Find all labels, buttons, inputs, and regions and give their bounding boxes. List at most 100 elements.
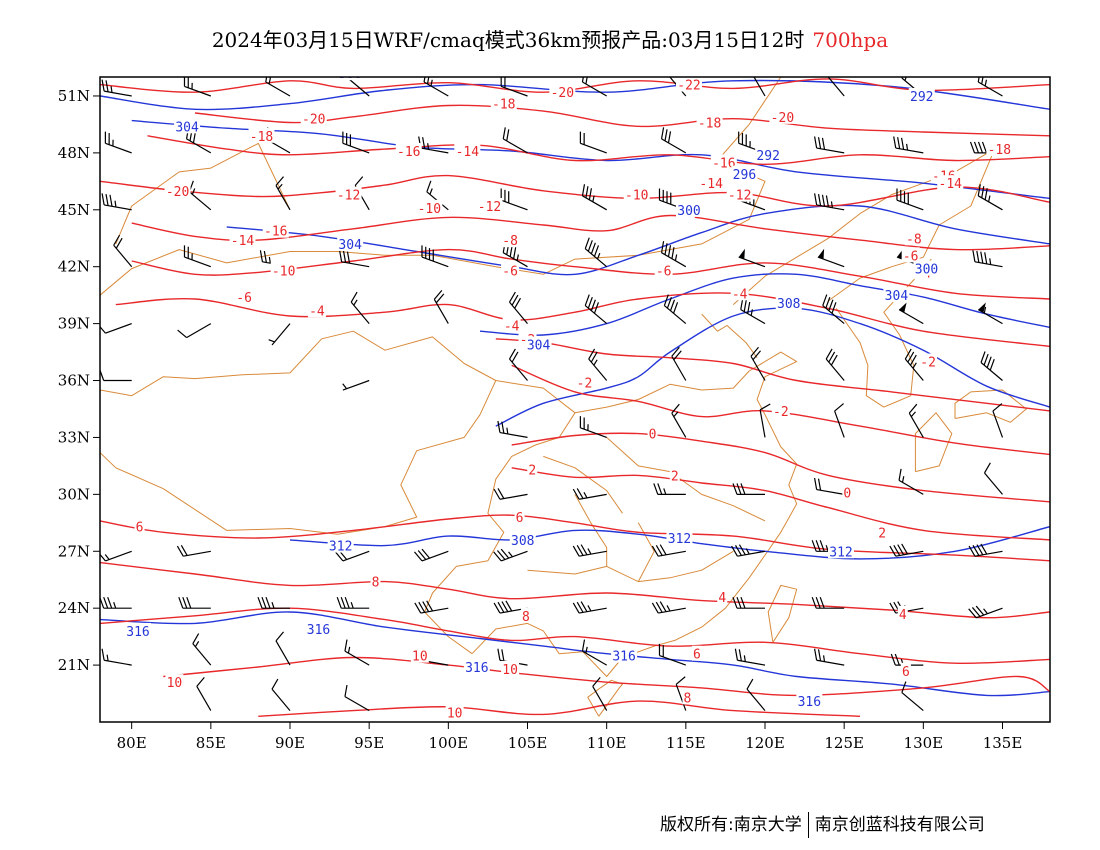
temperature-label: 10 bbox=[412, 650, 428, 665]
temperature-contour bbox=[147, 135, 1050, 166]
temperature-label-bg bbox=[520, 607, 531, 623]
temperature-label-group: -22 bbox=[676, 77, 702, 94]
wind-barb bbox=[731, 544, 766, 557]
temperature-label-bg bbox=[527, 461, 538, 477]
temperature-label: 8 bbox=[522, 610, 530, 625]
height-label-group: 316 bbox=[611, 647, 638, 665]
y-tick-label: 33N bbox=[58, 428, 90, 446]
temperature-label-group: 2 bbox=[527, 461, 538, 479]
wind-barb bbox=[581, 184, 608, 211]
temperature-label-group: -10 bbox=[623, 186, 650, 204]
boundary-line bbox=[115, 142, 291, 245]
boundary-line bbox=[100, 330, 497, 535]
wind-barb bbox=[418, 136, 449, 154]
wind-barb bbox=[822, 294, 845, 325]
temperature-label-bg bbox=[235, 289, 254, 305]
temperature-label-group: 10 bbox=[165, 674, 184, 691]
temperature-label-bg bbox=[370, 573, 381, 589]
height-label-bg bbox=[463, 658, 490, 674]
x-tick-label: 95E bbox=[354, 734, 384, 752]
wind-barb bbox=[579, 131, 607, 154]
temperature-contour bbox=[163, 656, 1050, 697]
temperature-contour bbox=[100, 174, 1050, 207]
temperature-label-bg bbox=[395, 142, 422, 158]
temperature-label: -12 bbox=[478, 200, 501, 215]
temperature-label-group: -16 bbox=[395, 142, 422, 160]
temperature-label-group: -2 bbox=[919, 353, 938, 371]
height-label-bg bbox=[337, 77, 364, 81]
temperature-label: 10 bbox=[502, 663, 518, 678]
wind-barb bbox=[740, 297, 766, 325]
height-label-group: 308 bbox=[509, 531, 536, 549]
height-label: 292 bbox=[910, 90, 933, 105]
temperature-label-bg bbox=[134, 518, 145, 534]
wind-barb bbox=[738, 248, 766, 268]
height-label: 316 bbox=[307, 623, 330, 638]
wind-barb bbox=[811, 596, 845, 609]
height-label: 300 bbox=[338, 67, 361, 82]
x-tick-label: 130E bbox=[904, 734, 944, 752]
temperature-label-bg bbox=[698, 175, 725, 191]
height-label-bg bbox=[509, 531, 536, 547]
temperature-label-bg bbox=[490, 95, 517, 111]
wind-barb bbox=[100, 550, 132, 562]
title-main: 2024年03月15日WRF/cmaq模式36km预报产品:03月15日12时 bbox=[211, 28, 805, 52]
temperature-label: 6 bbox=[693, 648, 701, 663]
temperature-label: 0 bbox=[843, 486, 851, 501]
height-label: 316 bbox=[798, 695, 821, 710]
temperature-label-bg bbox=[726, 186, 753, 202]
copyright-left: 版权所有:南京大学 bbox=[660, 815, 802, 835]
wind-barb bbox=[493, 548, 528, 562]
temperature-label-group: -6 bbox=[501, 262, 520, 280]
temperature-contour bbox=[131, 248, 1050, 300]
wind-barb bbox=[814, 477, 845, 495]
wind-barb bbox=[176, 545, 211, 557]
temperature-label-bg bbox=[623, 186, 650, 202]
temperature-label-bg bbox=[476, 198, 503, 213]
wind-barb bbox=[825, 77, 845, 97]
y-tick-label: 24N bbox=[58, 599, 90, 617]
temperature-label-bg bbox=[900, 662, 911, 678]
wind-barb bbox=[342, 379, 370, 391]
wind-barb bbox=[572, 601, 607, 614]
height-label-group: 312 bbox=[828, 543, 854, 560]
height-label: 300 bbox=[915, 263, 938, 278]
temperature-label-group: -8 bbox=[501, 232, 520, 249]
temperature-label: -2 bbox=[577, 376, 593, 391]
height-label: 304 bbox=[338, 238, 362, 253]
copyright-right: 南京创蓝科技有限公司 bbox=[814, 815, 985, 835]
temperature-label-group: -6 bbox=[235, 289, 254, 306]
wind-barb bbox=[100, 596, 132, 609]
wind-barb bbox=[101, 79, 132, 97]
boundary-line bbox=[701, 313, 758, 359]
temperature-label-group: 10 bbox=[410, 647, 429, 665]
wind-barb bbox=[584, 294, 608, 325]
height-label: 304 bbox=[885, 289, 909, 304]
temperature-label-bg bbox=[717, 588, 728, 604]
temperature-label-group: -20 bbox=[300, 110, 327, 128]
temperature-label: -14 bbox=[699, 177, 723, 192]
boundary-layer bbox=[100, 77, 1027, 717]
temperature-label: -20 bbox=[166, 185, 189, 200]
x-tick-label: 120E bbox=[745, 734, 785, 752]
wind-barb-layer bbox=[100, 77, 1004, 712]
temperature-label-bg bbox=[897, 605, 908, 621]
wind-barb bbox=[898, 468, 924, 495]
wind-barb bbox=[421, 245, 449, 268]
height-label: 292 bbox=[756, 149, 779, 164]
boundary-line bbox=[954, 389, 1027, 423]
temperature-label: -18 bbox=[698, 117, 721, 132]
y-tick-label: 27N bbox=[58, 542, 90, 560]
temperature-label-bg bbox=[901, 247, 920, 263]
temperature-label-group: -20 bbox=[549, 84, 576, 101]
temperature-label-group: 10 bbox=[501, 660, 520, 678]
height-label-bg bbox=[755, 146, 782, 162]
map-frame bbox=[99, 76, 1051, 723]
temperature-label: -2 bbox=[920, 356, 936, 371]
wind-barb bbox=[834, 403, 845, 438]
temperature-label: -4 bbox=[309, 304, 325, 319]
temperature-label-bg bbox=[682, 689, 693, 705]
temperature-label-group: 6 bbox=[900, 662, 911, 680]
wind-barb bbox=[734, 648, 766, 666]
wind-barb bbox=[660, 241, 687, 268]
